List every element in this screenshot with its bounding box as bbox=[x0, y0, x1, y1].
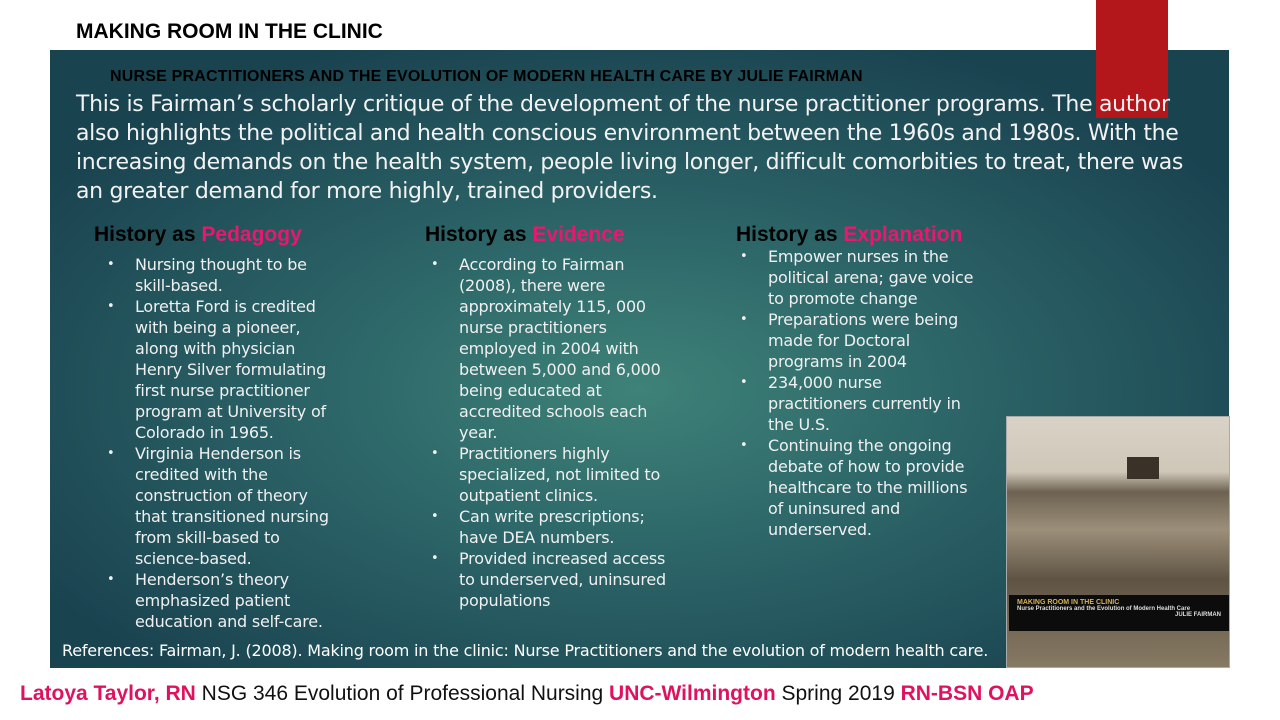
column-evidence: History as Evidence According to Fairman… bbox=[425, 223, 705, 611]
list-item: Continuing the ongoing debate of how to … bbox=[740, 435, 980, 540]
school-name: UNC-Wilmington bbox=[609, 682, 776, 705]
term: Spring 2019 bbox=[775, 682, 901, 705]
list-item: According to Fairman (2008), there were … bbox=[431, 254, 681, 443]
intro-paragraph: This is Fairman’s scholarly critique of … bbox=[76, 92, 1184, 204]
book-cover-image: MAKING ROOM IN THE CLINIC Nurse Practiti… bbox=[1006, 416, 1230, 668]
list-item: Practitioners highly specialized, not li… bbox=[431, 443, 681, 506]
list-item: 234,000 nurse practitioners currently in… bbox=[740, 372, 980, 435]
slide-title: MAKING ROOM IN THE CLINIC bbox=[76, 20, 383, 43]
list-item: Nursing thought to be skill-based. bbox=[107, 254, 329, 296]
list-item: Virginia Henderson is credited with the … bbox=[107, 443, 329, 569]
cover-title-band: MAKING ROOM IN THE CLINIC Nurse Practiti… bbox=[1009, 595, 1229, 631]
list-item: Loretta Ford is credited with being a pi… bbox=[107, 296, 329, 443]
list-item: Henderson’s theory emphasized patient ed… bbox=[107, 569, 329, 632]
bullet-list: Empower nurses in the political arena; g… bbox=[740, 246, 980, 540]
references-text: References: Fairman, J. (2008). Making r… bbox=[62, 641, 989, 660]
column-heading: History as Evidence bbox=[425, 223, 625, 246]
program-name: RN-BSN OAP bbox=[900, 682, 1034, 705]
red-accent-bar bbox=[1096, 0, 1168, 118]
course-name: NSG 346 Evolution of Professional Nursin… bbox=[195, 682, 610, 705]
column-heading: History as Explanation bbox=[736, 223, 963, 246]
column-heading: History as Pedagogy bbox=[94, 223, 302, 246]
list-item: Provided increased access to underserved… bbox=[431, 548, 681, 611]
author-name: Latoya Taylor, RN bbox=[20, 682, 196, 705]
bullet-list: According to Fairman (2008), there were … bbox=[431, 254, 681, 611]
book-subtitle: NURSE PRACTITIONERS AND THE EVOLUTION OF… bbox=[110, 68, 863, 85]
footer: Latoya Taylor, RN NSG 346 Evolution of P… bbox=[20, 682, 1034, 706]
list-item: Empower nurses in the political arena; g… bbox=[740, 246, 980, 309]
house-illustration bbox=[1127, 457, 1159, 479]
column-pedagogy: History as Pedagogy Nursing thought to b… bbox=[94, 223, 359, 632]
column-explanation: History as Explanation Empower nurses in… bbox=[736, 223, 1006, 540]
list-item: Can write prescriptions; have DEA number… bbox=[431, 506, 681, 548]
bullet-list: Nursing thought to be skill-based. Loret… bbox=[107, 254, 329, 632]
list-item: Preparations were being made for Doctora… bbox=[740, 309, 980, 372]
